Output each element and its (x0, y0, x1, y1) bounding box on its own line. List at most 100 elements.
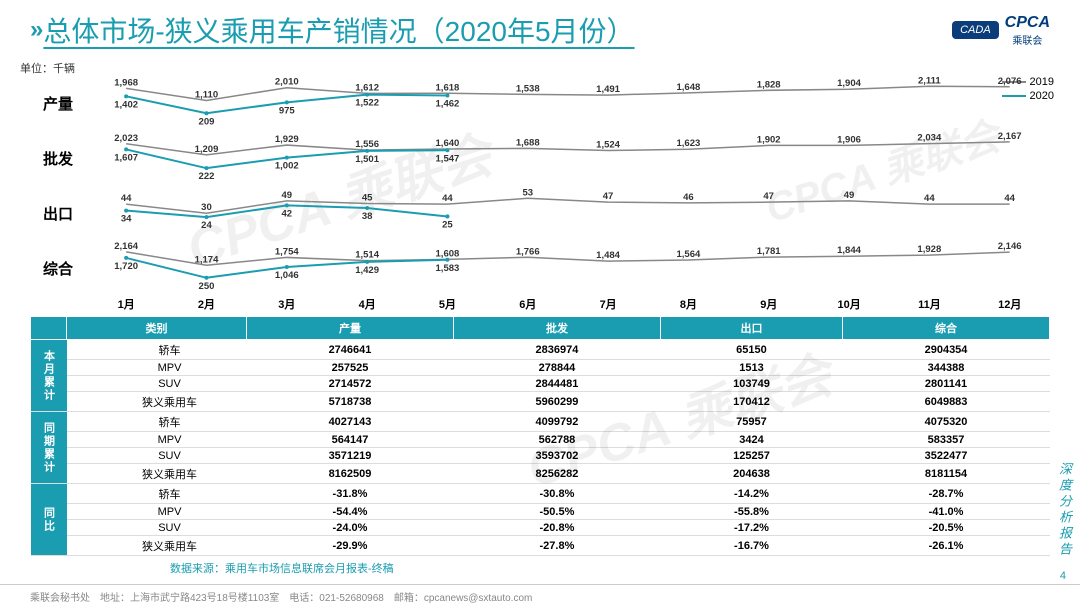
cell: 轿车 (67, 484, 247, 504)
cell: -27.8% (453, 536, 660, 556)
logo: CADA CPCA 乘联会 (952, 14, 1050, 47)
table-row: 狭义乘用车816250982562822046388181154 (31, 464, 1050, 484)
page-number: 4 (1060, 570, 1066, 582)
table-row: SUV357121935937021252573522477 (31, 448, 1050, 464)
chevron-icon: » (30, 16, 35, 44)
cell: 2844481 (453, 376, 660, 392)
col-category: 类别 (67, 317, 247, 340)
cell: 5960299 (453, 392, 660, 412)
cell: 2801141 (843, 376, 1050, 392)
cell: -20.8% (453, 520, 660, 536)
cell: -55.8% (660, 504, 842, 520)
cell: 4099792 (453, 412, 660, 432)
page-title: 总体市场-狭义乘用车产销情况（2020年5月份） (43, 10, 634, 50)
cell: 2904354 (843, 340, 1050, 360)
header: » 总体市场-狭义乘用车产销情况（2020年5月份） CADA CPCA 乘联会 (0, 0, 1080, 54)
cell: 1513 (660, 360, 842, 376)
cell: 65150 (660, 340, 842, 360)
svg-text:1,781: 1,781 (757, 246, 782, 257)
cell: 狭义乘用车 (67, 536, 247, 556)
chart-svg: 2,0231,2091,9291,5561,6401,6881,5241,623… (86, 128, 1050, 183)
cell: -50.5% (453, 504, 660, 520)
cell: SUV (67, 448, 247, 464)
cell: -17.2% (660, 520, 842, 536)
group-cell: 同比 (31, 484, 67, 556)
svg-text:209: 209 (199, 117, 215, 128)
svg-text:1,902: 1,902 (757, 135, 781, 146)
col-production: 产量 (247, 317, 454, 340)
group-cell: 本月累计 (31, 340, 67, 412)
svg-text:2,010: 2,010 (275, 77, 299, 88)
data-source: 数据来源：乘用车市场信息联席会月报表-终稿 (170, 560, 1050, 576)
svg-text:1,607: 1,607 (114, 153, 138, 164)
cell: SUV (67, 376, 247, 392)
svg-text:222: 222 (199, 172, 215, 183)
cell: -31.8% (247, 484, 454, 504)
svg-text:34: 34 (121, 214, 132, 225)
svg-text:975: 975 (279, 106, 296, 117)
cell: 3522477 (843, 448, 1050, 464)
svg-text:2,146: 2,146 (998, 242, 1022, 253)
svg-text:1,648: 1,648 (676, 82, 700, 93)
cell: 8256282 (453, 464, 660, 484)
svg-text:250: 250 (199, 281, 215, 292)
table-row: 同比轿车-31.8%-30.8%-14.2%-28.7% (31, 484, 1050, 504)
svg-text:1,618: 1,618 (436, 83, 460, 94)
svg-text:44: 44 (121, 194, 132, 205)
svg-text:2,023: 2,023 (114, 133, 138, 144)
col-wholesale: 批发 (453, 317, 660, 340)
svg-text:1,110: 1,110 (195, 90, 218, 101)
logo-badge: CADA (952, 21, 999, 39)
svg-text:1,462: 1,462 (436, 99, 460, 110)
chart-label: 综合 (30, 258, 86, 279)
svg-text:1,754: 1,754 (275, 247, 300, 258)
cell: 3571219 (247, 448, 454, 464)
svg-text:42: 42 (281, 209, 292, 220)
svg-text:1,046: 1,046 (275, 270, 299, 281)
svg-text:1,484: 1,484 (596, 250, 621, 261)
cell: 583357 (843, 432, 1050, 448)
table-corner (31, 317, 67, 340)
cell: 狭义乘用车 (67, 464, 247, 484)
table-row: 同期累计轿车40271434099792759574075320 (31, 412, 1050, 432)
svg-text:1,491: 1,491 (596, 84, 621, 95)
svg-text:1,514: 1,514 (355, 250, 380, 261)
chart-批发: 批发2,0231,2091,9291,5561,6401,6881,5241,6… (30, 131, 1050, 186)
table-row: 狭义乘用车571873859602991704126049883 (31, 392, 1050, 412)
table-row: 本月累计轿车27466412836974651502904354 (31, 340, 1050, 360)
chart-svg: 2,1641,1741,7541,5141,6081,7661,4841,564… (86, 238, 1050, 293)
svg-text:47: 47 (763, 192, 774, 203)
cell: 170412 (660, 392, 842, 412)
chart-label: 产量 (30, 93, 86, 114)
cell: -20.5% (843, 520, 1050, 536)
cell: -24.0% (247, 520, 454, 536)
svg-text:1,402: 1,402 (114, 100, 138, 111)
col-total: 综合 (843, 317, 1050, 340)
cell: 2746641 (247, 340, 454, 360)
cell: 3593702 (453, 448, 660, 464)
logo-text: CPCA (1005, 14, 1050, 32)
cell: 344388 (843, 360, 1050, 376)
svg-text:1,968: 1,968 (114, 78, 138, 89)
cell: 轿车 (67, 412, 247, 432)
svg-text:1,522: 1,522 (355, 98, 379, 109)
cell: 轿车 (67, 340, 247, 360)
chart-svg: 1,9681,1102,0101,6121,6181,5381,4911,648… (86, 73, 1050, 128)
svg-text:45: 45 (362, 193, 373, 204)
cell: 4075320 (843, 412, 1050, 432)
cell: -14.2% (660, 484, 842, 504)
cell: 75957 (660, 412, 842, 432)
svg-text:25: 25 (442, 220, 453, 231)
svg-text:44: 44 (924, 194, 935, 205)
svg-text:1,828: 1,828 (757, 80, 781, 91)
svg-text:1,844: 1,844 (837, 246, 862, 257)
cell: SUV (67, 520, 247, 536)
data-table-wrap: 类别 产量 批发 出口 综合 本月累计轿车2746641283697465150… (30, 316, 1050, 576)
cell: MPV (67, 432, 247, 448)
cell: -16.7% (660, 536, 842, 556)
svg-text:1,688: 1,688 (516, 138, 540, 149)
cell: 562788 (453, 432, 660, 448)
svg-text:44: 44 (442, 194, 453, 205)
svg-text:1,524: 1,524 (596, 140, 621, 151)
svg-text:1,583: 1,583 (436, 263, 460, 274)
